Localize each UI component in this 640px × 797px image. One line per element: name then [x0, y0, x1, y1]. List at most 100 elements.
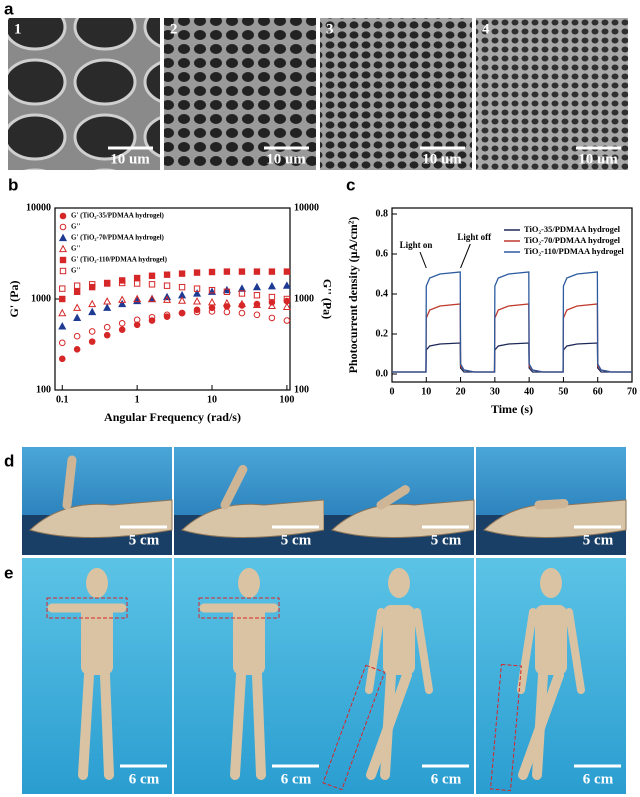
marker [238, 268, 246, 275]
marker [193, 306, 201, 314]
x-tick-label: 70 [627, 386, 637, 397]
marker [88, 307, 97, 316]
finger [62, 455, 77, 510]
marker [252, 282, 261, 291]
marker [268, 293, 276, 301]
sem-image [320, 18, 472, 170]
scale-bar-label: 10 um [422, 151, 462, 167]
annotation-arrow [419, 251, 427, 269]
marker [163, 282, 171, 289]
marker [148, 281, 156, 288]
leg [230, 670, 246, 780]
mannequin-photo: 6 cm [174, 558, 324, 794]
marker [163, 311, 171, 319]
marker [73, 332, 81, 340]
marker [148, 272, 156, 279]
image-number: 4 [482, 21, 490, 37]
marker [88, 299, 97, 308]
scale-bar-label: 5 cm [281, 532, 312, 548]
marker [59, 285, 66, 292]
marker [73, 288, 81, 295]
y2-tick-label: 1000 [294, 293, 314, 304]
panel-label: e [4, 563, 13, 582]
marker [163, 295, 172, 303]
marker [133, 316, 141, 324]
marker [207, 297, 217, 306]
y2-axis-label: G'' (Pa) [320, 279, 334, 319]
marker [118, 326, 126, 333]
marker [283, 317, 291, 324]
marker [238, 290, 246, 297]
highlight-box [46, 597, 128, 619]
marker [73, 282, 81, 289]
scale-bar-label: 6 cm [129, 771, 160, 787]
annotation: Light off [457, 232, 492, 242]
legend-label: G'' [71, 245, 80, 253]
marker [163, 271, 171, 278]
marker [73, 313, 82, 321]
marker [193, 297, 202, 305]
leg [252, 670, 266, 780]
arm [517, 608, 537, 694]
legend-marker [59, 223, 67, 231]
legend-label: TiO₂-70/PDMAA hydrogel [524, 235, 621, 245]
marker [118, 320, 126, 327]
y-axis-label: Photocurrent density (μA/cm²) [346, 217, 360, 374]
marker [73, 303, 82, 311]
marker [178, 270, 186, 277]
marker [178, 296, 187, 304]
plot-frame [391, 207, 633, 383]
arm [565, 608, 585, 694]
marker [238, 309, 246, 317]
image-number: 2 [170, 21, 178, 37]
leg [366, 670, 412, 780]
x-tick-label: 10 [207, 394, 217, 405]
marker [208, 286, 216, 294]
marker [208, 308, 216, 315]
y-tick-label: 0.6 [376, 248, 389, 259]
marker [133, 280, 141, 287]
marker [147, 294, 157, 303]
marker [252, 300, 261, 309]
head [540, 568, 562, 598]
image-number: 1 [14, 21, 22, 37]
marker [133, 294, 142, 303]
scale-bar-label: 10 um [110, 151, 150, 167]
torso [81, 605, 113, 675]
scale-bar-label: 5 cm [583, 532, 614, 548]
x-tick-label: 40 [524, 386, 534, 397]
x-axis-label: Angular Frequency (rad/s) [104, 410, 241, 424]
x-tick-label: 1 [135, 394, 140, 405]
marker [103, 280, 111, 287]
y2-tick-label: 100 [294, 384, 309, 395]
legend-marker [59, 267, 67, 275]
mannequin-photo: 6 cm [476, 558, 626, 794]
marker [103, 303, 112, 311]
legend-marker [58, 244, 68, 253]
marker [178, 309, 186, 317]
marker [222, 285, 231, 294]
marker [267, 281, 276, 290]
legend-label: G'' [71, 267, 80, 275]
marker [193, 289, 202, 297]
finger [534, 498, 569, 510]
head [86, 568, 108, 598]
arm [413, 608, 433, 694]
legend-label: G' (TiO₂-35/PDMAA hydrogel) [71, 212, 165, 220]
sem-image [8, 18, 160, 170]
marker [253, 268, 261, 275]
y-tick-label: 0.4 [376, 288, 389, 299]
series-line [392, 303, 632, 373]
sem-image [164, 18, 316, 170]
marker [133, 321, 141, 329]
marker [58, 339, 66, 347]
marker [163, 313, 171, 320]
panel-label: b [8, 175, 18, 194]
marker [193, 269, 201, 276]
finger [220, 464, 248, 510]
legend-label: TiO₂-110/PDMAA hydrogel [524, 246, 624, 256]
series-line [392, 342, 632, 373]
legend-label: G' (TiO₂-110/PDMAA hydrogel) [71, 256, 168, 264]
